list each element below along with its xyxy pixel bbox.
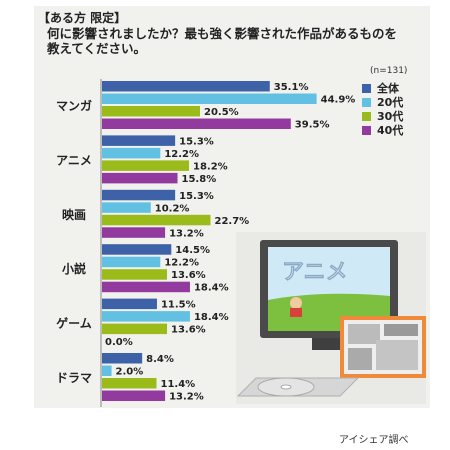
bar <box>102 365 112 376</box>
bar <box>102 390 166 401</box>
bar <box>102 160 189 171</box>
bar <box>102 106 200 117</box>
bar <box>102 118 291 129</box>
category-label: 映画 <box>62 207 86 222</box>
data-label: 14.5% <box>175 245 210 256</box>
data-label: 18.2% <box>193 161 228 172</box>
data-label: 15.8% <box>182 174 217 185</box>
data-label: 15.3% <box>179 136 214 147</box>
legend-label: 20代 <box>377 96 404 109</box>
question-line-1: 何に影響されましたか？最も強く影響された作品があるものを <box>47 26 398 41</box>
data-label: 22.7% <box>215 216 250 227</box>
dvd-disc-hole <box>280 384 292 390</box>
bar <box>102 81 270 92</box>
data-label: 13.6% <box>171 325 206 336</box>
legend-swatch <box>362 125 371 135</box>
chart-legend: 全体 20代 30代 40代 <box>362 81 403 137</box>
bar <box>102 323 168 335</box>
question-line-2: 教えてください。 <box>47 41 147 56</box>
tv-character-body <box>290 308 302 317</box>
data-label: 39.5% <box>295 120 330 131</box>
tv-character-head <box>290 297 302 309</box>
data-label: 13.6% <box>171 270 206 281</box>
data-label: 11.4% <box>160 379 195 390</box>
data-label: 12.2% <box>164 258 199 269</box>
bar <box>102 353 143 364</box>
bar <box>102 227 166 238</box>
category-label: 小説 <box>62 261 86 276</box>
data-label: 2.0% <box>116 367 144 378</box>
bar <box>102 93 317 104</box>
bar <box>102 202 151 213</box>
legend-item: 40代 <box>362 123 403 137</box>
bar <box>102 172 178 184</box>
bar <box>102 281 190 293</box>
bar <box>102 256 161 268</box>
data-label: 15.3% <box>179 191 214 202</box>
category-label: マンガ <box>56 98 92 113</box>
data-label: 13.2% <box>169 392 204 403</box>
tv-screen-text: アニメ <box>282 260 348 285</box>
category-label: アニメ <box>56 153 92 167</box>
bar <box>102 135 176 146</box>
comic-panel-3 <box>348 348 372 370</box>
comic-panel-2 <box>384 324 418 336</box>
category-label: ドラマ <box>56 371 92 385</box>
data-label: 18.4% <box>194 312 229 323</box>
legend-swatch <box>362 111 371 121</box>
data-label: 11.5% <box>161 300 196 311</box>
bar <box>102 378 157 389</box>
bar <box>102 244 172 255</box>
bar <box>102 269 168 280</box>
data-label: 12.2% <box>164 149 199 160</box>
tv-stand <box>312 338 346 350</box>
data-label: 44.9% <box>321 95 356 106</box>
comic-panel-4 <box>376 340 418 370</box>
bar <box>102 311 190 322</box>
bar <box>102 189 176 201</box>
legend-item: 20代 <box>362 95 403 109</box>
data-label: 8.4% <box>146 354 174 365</box>
sample-size: (n=131) <box>370 66 408 76</box>
data-label: 20.5% <box>204 107 239 118</box>
legend-label: 全体 <box>377 82 399 95</box>
category-label: ゲーム <box>56 316 92 331</box>
legend-label: 30代 <box>377 110 404 123</box>
data-label: 10.2% <box>155 203 190 214</box>
legend-item: 全体 <box>362 81 403 95</box>
data-label: 35.1% <box>274 82 309 93</box>
chart-tag: 【ある方 限定】 <box>38 11 127 25</box>
data-label: 0.0% <box>105 337 133 348</box>
comic-panel-1 <box>348 324 380 344</box>
chart-question: 何に影響されましたか？最も強く影響された作品があるものを 教えてください。 <box>47 26 427 56</box>
bar <box>102 298 157 310</box>
bar <box>102 147 161 159</box>
data-label: 13.2% <box>169 228 204 239</box>
legend-swatch <box>362 97 371 107</box>
legend-item: 30代 <box>362 109 403 123</box>
data-label: 18.4% <box>194 283 229 294</box>
legend-label: 40代 <box>377 124 404 137</box>
source-credit: アイシェア調べ <box>339 435 409 446</box>
legend-swatch <box>362 83 371 93</box>
bar <box>102 214 211 226</box>
